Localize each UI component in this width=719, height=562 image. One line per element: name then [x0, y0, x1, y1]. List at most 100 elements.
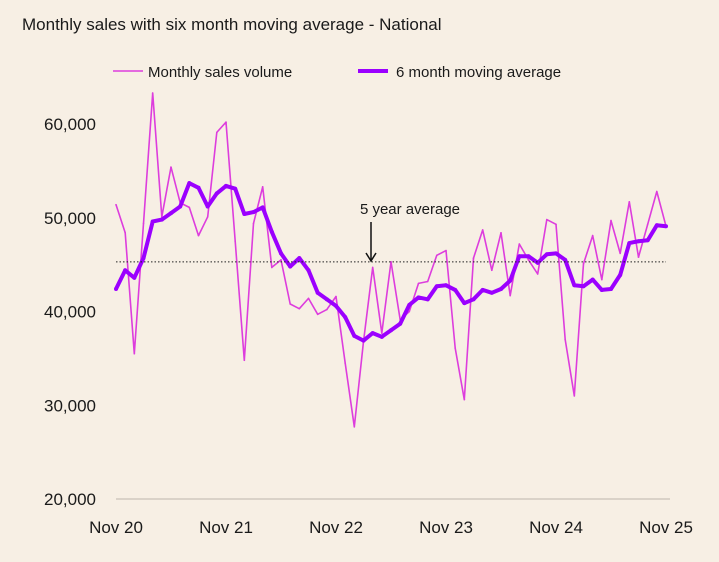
monthly-sales-point [188, 206, 191, 209]
moving-average-point [279, 251, 283, 256]
monthly-sales-point [170, 166, 172, 168]
monthly-sales-point [555, 223, 557, 226]
monthly-sales-point [573, 395, 576, 397]
x-tick-label: Nov 22 [309, 518, 363, 537]
monthly-sales-point [252, 222, 255, 225]
monthly-sales-point [344, 362, 346, 364]
moving-average-point [554, 251, 558, 256]
moving-average-point [636, 239, 641, 244]
monthly-sales-point [271, 266, 273, 269]
moving-average-point [645, 238, 650, 243]
monthly-sales-point [316, 313, 319, 316]
monthly-sales-point [426, 280, 429, 283]
moving-average-point [196, 185, 201, 190]
moving-average-point [398, 321, 403, 326]
moving-average-point [581, 284, 586, 289]
monthly-sales-point [307, 297, 310, 300]
monthly-sales-point [197, 234, 200, 237]
monthly-sales-point [509, 294, 511, 297]
moving-average-point [361, 338, 366, 343]
moving-average-point [132, 275, 137, 280]
moving-average-point [324, 297, 329, 302]
moving-average-point [471, 297, 476, 302]
moving-average-point [664, 224, 668, 229]
monthly-sales-line [115, 92, 667, 428]
monthly-sales-point [261, 186, 264, 188]
x-tick-label: Nov 21 [199, 518, 253, 537]
monthly-sales-point [408, 310, 411, 313]
monthly-sales-point [463, 398, 466, 401]
moving-average-point [169, 211, 173, 216]
x-tick-label: Nov 20 [89, 518, 143, 537]
moving-average-point [407, 302, 412, 307]
monthly-sales-point [582, 262, 585, 265]
monthly-sales-point [353, 426, 356, 428]
monthly-sales-point [326, 308, 328, 311]
monthly-sales-point [124, 231, 126, 234]
x-tick-label: Nov 23 [419, 518, 473, 537]
monthly-sales-point [225, 121, 227, 123]
moving-average-point [499, 287, 503, 291]
moving-average-point [609, 287, 613, 291]
y-tick-label: 30,000 [44, 396, 96, 415]
monthly-sales-point [518, 243, 521, 245]
monthly-sales-point [335, 295, 337, 298]
monthly-sales-point [280, 259, 282, 261]
monthly-sales-point [417, 282, 420, 285]
moving-average-point [159, 217, 164, 222]
monthly-sales-point [454, 347, 456, 349]
monthly-sales-point [619, 252, 621, 255]
chart-title: Monthly sales with six month moving aver… [22, 15, 442, 34]
moving-average-point [141, 256, 146, 261]
moving-average-point [187, 181, 192, 186]
monthly-sales-point [601, 278, 603, 281]
monthly-sales-point [216, 131, 218, 134]
monthly-sales-point [234, 240, 236, 242]
moving-average-point [370, 331, 375, 336]
moving-average-point [297, 256, 302, 261]
moving-average-point [269, 229, 274, 234]
monthly-sales-point [133, 352, 136, 355]
legend-label-average: 6 month moving average [396, 64, 561, 81]
monthly-sales-point [546, 218, 548, 221]
x-tick-label: Nov 24 [529, 518, 583, 537]
moving-average-point [517, 254, 522, 259]
y-tick-label: 50,000 [44, 209, 96, 228]
monthly-sales-point [243, 359, 246, 362]
annotation-arrow-head-icon [365, 252, 377, 263]
monthly-sales-point [481, 229, 484, 231]
moving-average-point [444, 283, 448, 288]
moving-average-point [343, 315, 348, 320]
moving-average-point [508, 278, 513, 283]
moving-average-point [416, 295, 421, 300]
moving-average-point [242, 212, 247, 216]
moving-average-point [627, 241, 632, 246]
moving-average-point [260, 205, 265, 210]
monthly-sales-point [591, 234, 594, 237]
monthly-sales-point [142, 222, 145, 225]
monthly-sales-point [298, 307, 301, 310]
moving-average-point [251, 210, 256, 215]
monthly-sales-point [371, 266, 374, 269]
moving-average-point [590, 277, 595, 282]
monthly-sales-point [656, 190, 658, 193]
five-year-average-label: 5 year average [360, 201, 460, 218]
moving-average-point [288, 264, 293, 269]
moving-average-point [654, 223, 659, 228]
moving-average-point [544, 252, 549, 257]
moving-average-point [233, 186, 238, 191]
moving-average-point [224, 183, 228, 188]
moving-average-point [618, 272, 623, 277]
y-tick-label: 40,000 [44, 303, 96, 322]
moving-average-point [150, 219, 155, 224]
moving-average-point [306, 268, 311, 273]
monthly-sales-point [610, 219, 612, 222]
moving-average-point [315, 290, 320, 295]
moving-average-point [379, 334, 384, 339]
moving-average-point [214, 191, 219, 196]
moving-average-point [123, 268, 128, 273]
moving-average-point [572, 283, 577, 288]
moving-average-point [334, 303, 338, 308]
monthly-sales-point [289, 303, 291, 305]
